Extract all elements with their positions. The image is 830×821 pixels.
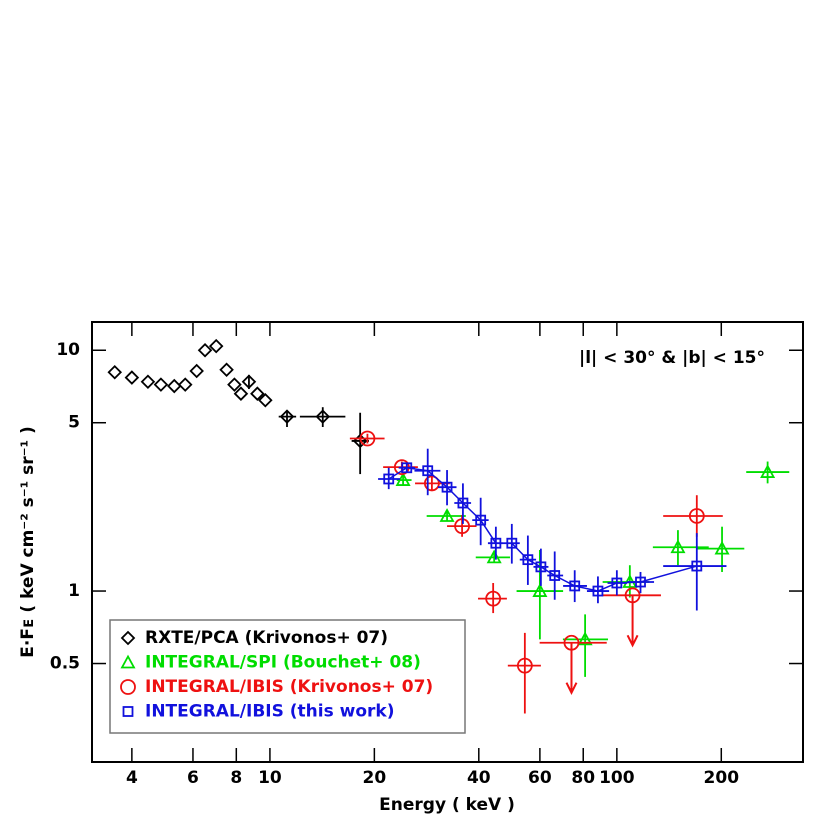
x-tick-label: 6 (187, 768, 199, 788)
x-axis-label: Energy ( keV ) (379, 795, 515, 815)
data-point (177, 377, 193, 392)
data-point (401, 462, 413, 474)
upper-limit-arrow (626, 595, 639, 648)
legend-label: INTEGRAL/SPI (Bouchet+ 08) (145, 653, 421, 673)
data-point (359, 430, 376, 447)
legend-label: INTEGRAL/IBIS (Krivonos+ 07) (145, 677, 433, 697)
data-point (714, 540, 730, 555)
data-point (315, 409, 331, 424)
y-tick-label: 10 (56, 340, 80, 360)
data-point (691, 560, 703, 572)
x-tick-label: 200 (704, 768, 740, 788)
data-point (140, 374, 156, 390)
data-point (475, 514, 487, 526)
data-point (124, 370, 140, 385)
data-point (441, 481, 453, 493)
x-tick-label: 8 (230, 768, 242, 788)
x-tick-label: 80 (571, 768, 595, 788)
data-point (197, 342, 213, 358)
data-point (506, 537, 518, 549)
data-point (563, 634, 580, 651)
data-point (485, 590, 502, 607)
data-point (279, 409, 295, 424)
legend-label: INTEGRAL/IBIS (this work) (145, 702, 394, 722)
data-point (535, 561, 547, 573)
data-point (189, 363, 204, 379)
data-point (577, 631, 593, 646)
data-point (486, 549, 502, 564)
data-point (522, 554, 534, 566)
data-point (624, 587, 641, 604)
x-tick-label: 60 (528, 768, 552, 788)
legend-marker (120, 679, 136, 695)
data-point (383, 473, 395, 485)
data-point (208, 338, 224, 354)
legend-marker (120, 630, 136, 646)
data-point (153, 377, 169, 392)
data-point (516, 657, 533, 674)
data-point (395, 472, 411, 486)
data-point (549, 570, 561, 581)
data-point (107, 365, 123, 380)
series-line (388, 466, 698, 592)
data-point (241, 374, 257, 390)
data-point (439, 508, 455, 522)
data-point (532, 583, 548, 597)
x-tick-label: 10 (258, 768, 282, 788)
data-point (423, 475, 440, 492)
y-axis-label: E·Fᴇ ( keV cm⁻² s⁻¹ sr⁻¹ ) (18, 426, 38, 657)
upper-limit-arrow (565, 642, 578, 695)
data-point (490, 537, 502, 549)
data-point (227, 377, 242, 392)
y-tick-label: 5 (68, 413, 80, 433)
data-point (688, 508, 705, 524)
legend-marker (122, 706, 134, 717)
data-point (670, 539, 686, 554)
data-point (457, 497, 469, 509)
legend-box (109, 619, 466, 734)
data-point (592, 585, 604, 597)
y-tick-label: 1 (68, 581, 80, 601)
data-point (166, 378, 182, 394)
data-point (233, 386, 249, 401)
y-tick-label: 0.5 (50, 654, 80, 674)
data-point (611, 577, 623, 589)
data-point (258, 392, 273, 408)
data-point (422, 465, 434, 477)
x-tick-label: 100 (599, 768, 635, 788)
legend-label: RXTE/PCA (Krivonos+ 07) (145, 628, 388, 648)
annotation: |l| < 30° & |b| < 15° (579, 348, 765, 368)
data-point (569, 580, 581, 592)
data-point (250, 386, 265, 401)
data-point (760, 464, 776, 478)
data-point (635, 576, 646, 588)
plot-frame (91, 321, 804, 763)
legend-marker (120, 654, 136, 669)
x-tick-label: 20 (363, 768, 387, 788)
x-tick-label: 4 (126, 768, 138, 788)
x-tick-label: 40 (467, 768, 491, 788)
data-point (219, 362, 234, 377)
